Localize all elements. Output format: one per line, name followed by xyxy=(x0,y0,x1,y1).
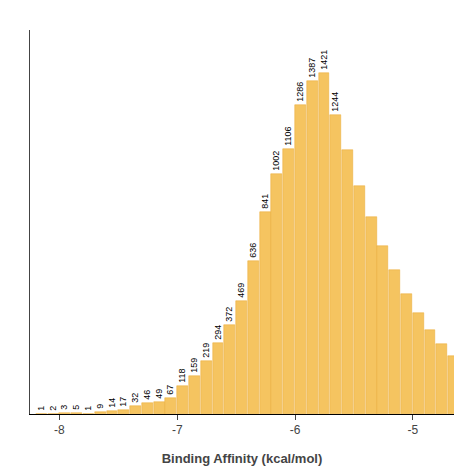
svg-text:32: 32 xyxy=(130,393,140,403)
svg-text:1387: 1387 xyxy=(307,58,317,78)
svg-text:118: 118 xyxy=(177,368,187,382)
svg-text:-5: -5 xyxy=(407,423,418,437)
svg-text:294: 294 xyxy=(213,325,223,340)
svg-text:1244: 1244 xyxy=(330,92,340,112)
svg-text:5: 5 xyxy=(71,405,81,410)
svg-text:1421: 1421 xyxy=(319,50,329,70)
svg-text:469: 469 xyxy=(236,283,246,298)
svg-text:1106: 1106 xyxy=(283,126,293,145)
svg-text:1: 1 xyxy=(36,406,46,411)
svg-text:67: 67 xyxy=(165,385,175,395)
svg-text:2: 2 xyxy=(48,406,58,411)
svg-text:1002: 1002 xyxy=(271,151,281,171)
svg-text:1: 1 xyxy=(83,406,93,411)
svg-text:46: 46 xyxy=(142,390,152,400)
svg-text:9: 9 xyxy=(95,404,105,409)
svg-text:Binding Affinity (kcal/mol): Binding Affinity (kcal/mol) xyxy=(162,451,323,466)
svg-text:49: 49 xyxy=(154,389,164,399)
svg-text:372: 372 xyxy=(224,307,234,322)
svg-text:-7: -7 xyxy=(172,423,183,437)
svg-text:17: 17 xyxy=(118,397,128,407)
svg-text:636: 636 xyxy=(248,243,258,258)
svg-text:3: 3 xyxy=(59,405,69,410)
svg-text:1286: 1286 xyxy=(295,82,305,102)
svg-text:219: 219 xyxy=(201,343,211,358)
svg-text:-8: -8 xyxy=(54,423,65,437)
svg-text:159: 159 xyxy=(189,358,199,373)
svg-text:14: 14 xyxy=(107,398,117,408)
svg-text:841: 841 xyxy=(260,194,270,209)
svg-text:-6: -6 xyxy=(290,423,301,437)
